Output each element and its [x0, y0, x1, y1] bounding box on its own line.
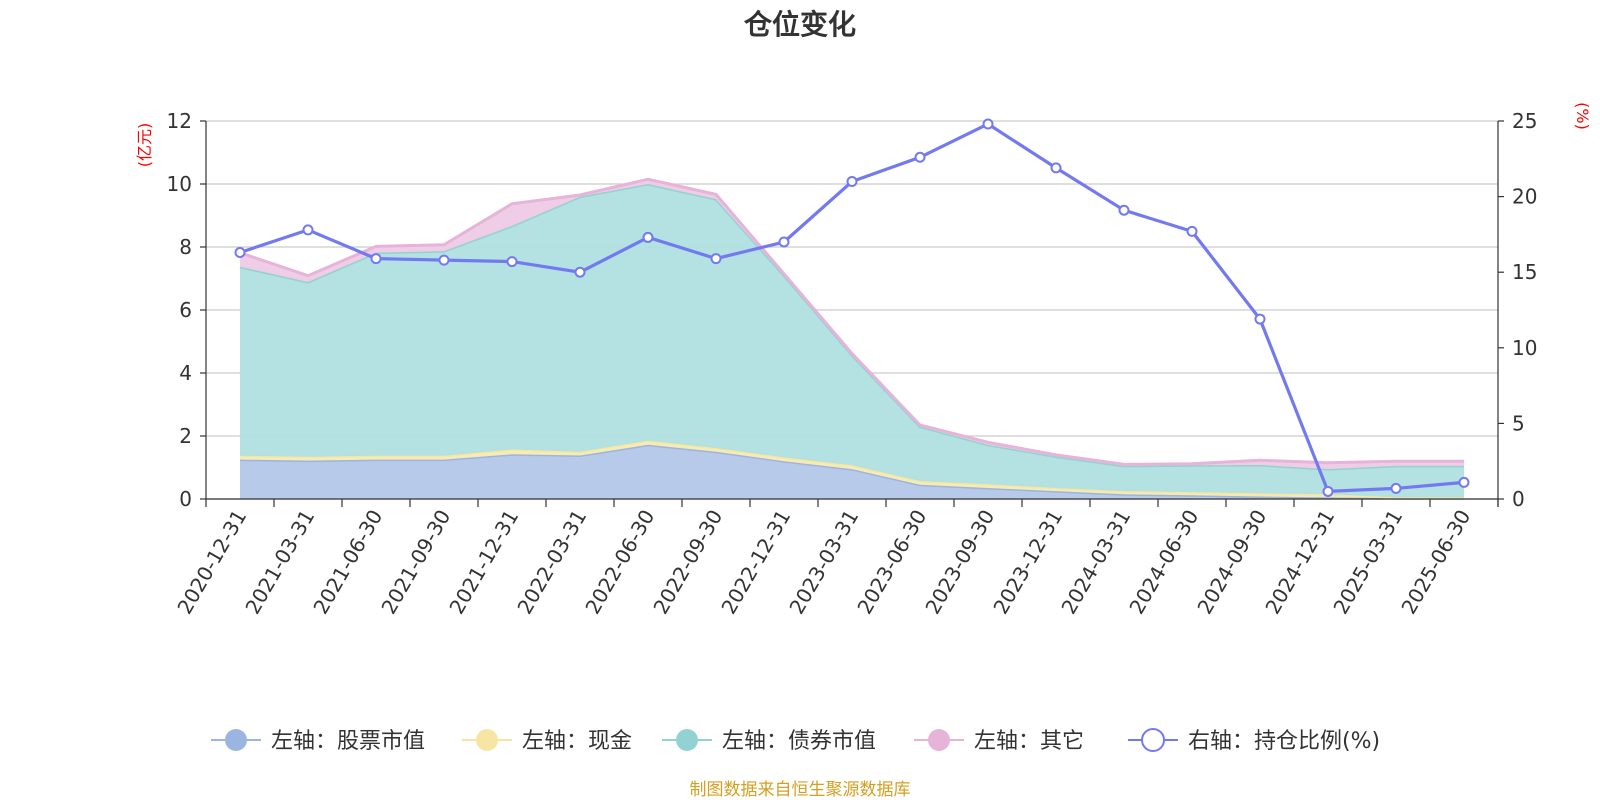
x-axis-tick-label: 2025-03-31: [1328, 506, 1407, 619]
ratio-point: [1254, 313, 1266, 325]
legend-label: 左轴：现金: [522, 729, 632, 754]
ratio-point: [506, 256, 518, 268]
x-axis-tick-label: 2023-09-30: [920, 506, 999, 619]
x-axis-tick-label: 2024-03-31: [1056, 506, 1135, 619]
x-axis-tick-label: 2022-12-31: [716, 506, 795, 619]
x-axis-tick-label: 2021-09-30: [376, 506, 455, 619]
left-axis-tick-label: 0: [179, 487, 192, 511]
x-axis-tick-label: 2025-06-30: [1396, 506, 1475, 619]
ratio-point: [234, 247, 246, 259]
x-axis-tick-label: 2023-06-30: [852, 506, 931, 619]
right-axis-tick-label: 10: [1512, 336, 1537, 360]
x-axis-tick-label: 2022-09-30: [648, 506, 727, 619]
x-axis-tick-label: 2020-12-31: [172, 506, 251, 619]
ratio-point: [1458, 476, 1470, 488]
x-axis-tick-label: 2024-12-31: [1260, 506, 1339, 619]
ratio-point: [982, 118, 994, 130]
right-axis-unit: (%): [1573, 102, 1592, 130]
legend-label: 左轴：股票市值: [271, 729, 425, 754]
x-axis-tick-label: 2021-03-31: [240, 506, 319, 619]
legend-symbol: [928, 729, 950, 751]
legend-label: 右轴：持仓比例(%): [1188, 729, 1380, 754]
ratio-point: [1322, 485, 1334, 497]
ratio-point: [302, 224, 314, 236]
ratio-point: [642, 231, 654, 243]
legend-symbol: [676, 729, 698, 751]
legend-label: 左轴：债券市值: [722, 729, 876, 754]
ratio-point: [710, 253, 722, 265]
x-axis-tick-label: 2023-03-31: [784, 506, 863, 619]
legend-symbol: [225, 729, 247, 751]
stacked-areas: [239, 177, 1464, 500]
left-axis-unit: (亿元): [135, 123, 154, 168]
left-axis-tick-label: 4: [179, 361, 192, 385]
legend: 左轴：股票市值 左轴：现金 左轴：债券市值 左轴：其它 右轴：持仓比例(%): [211, 728, 1380, 754]
x-axis-tick-label: 2021-06-30: [308, 506, 387, 619]
chart-title: 仓位变化: [744, 8, 856, 41]
x-axis-tick-label: 2023-12-31: [988, 506, 1067, 619]
x-axis-tick-label: 2021-12-31: [444, 506, 523, 619]
x-axis-tick-label: 2024-09-30: [1192, 506, 1271, 619]
right-axis-tick-label: 25: [1512, 109, 1537, 133]
legend-symbol: [476, 729, 498, 751]
ratio-point: [1050, 162, 1062, 174]
source-note: 制图数据来自恒生聚源数据库: [690, 780, 911, 800]
left-axis-tick-label: 12: [167, 109, 192, 133]
right-axis-tick-label: 20: [1512, 185, 1537, 209]
right-axis-tick-label: 15: [1512, 260, 1537, 284]
ratio-point: [914, 151, 926, 163]
left-axis-tick-label: 2: [179, 424, 192, 448]
ratio-point: [1186, 225, 1198, 237]
x-axis-tick-label: 2022-06-30: [580, 506, 659, 619]
left-axis-tick-label: 8: [179, 235, 192, 259]
left-axis-tick-label: 6: [179, 298, 192, 322]
legend-label: 左轴：其它: [974, 729, 1084, 754]
left-axis-tick-label: 10: [167, 172, 192, 196]
right-axis-tick-label: 5: [1512, 411, 1525, 435]
ratio-point: [1118, 204, 1130, 216]
legend-symbol: [1141, 728, 1165, 752]
x-axis-tick-label: 2022-03-31: [512, 506, 591, 619]
ratio-point: [778, 236, 790, 248]
area-top-line: [239, 177, 1464, 466]
ratio-point: [574, 266, 586, 278]
ratio-point: [370, 253, 382, 265]
ratio-line: [234, 118, 1470, 497]
ratio-point: [1390, 482, 1402, 494]
x-axis-tick-label: 2024-06-30: [1124, 506, 1203, 619]
area-fill: [240, 184, 1464, 498]
right-axis-tick-label: 0: [1512, 487, 1525, 511]
ratio-point: [438, 254, 450, 266]
ratio-point: [846, 175, 858, 187]
area-fill: [240, 444, 1464, 499]
